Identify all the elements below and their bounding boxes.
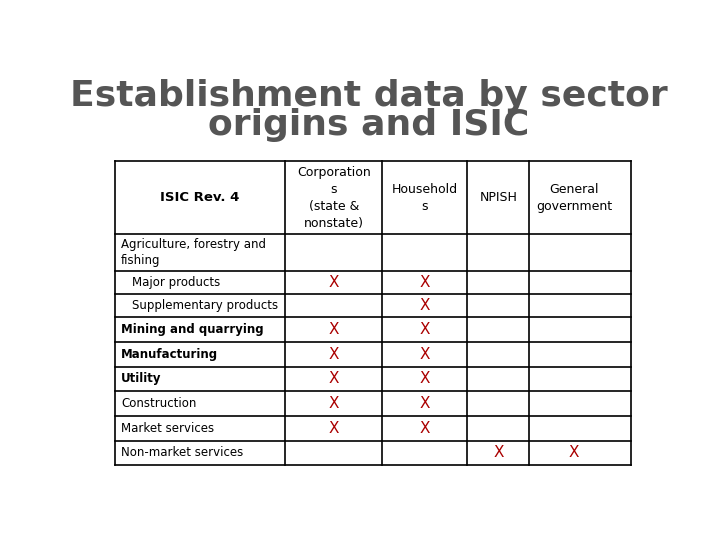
Text: X: X — [328, 396, 339, 411]
Text: Corporation
s
(state &
nonstate): Corporation s (state & nonstate) — [297, 166, 371, 230]
Text: X: X — [420, 347, 430, 362]
Text: X: X — [328, 347, 339, 362]
Text: Non-market services: Non-market services — [121, 447, 243, 460]
Text: Market services: Market services — [121, 422, 214, 435]
Text: NPISH: NPISH — [480, 191, 518, 204]
Text: Major products: Major products — [132, 276, 220, 289]
Text: Supplementary products: Supplementary products — [132, 299, 278, 312]
Text: X: X — [328, 275, 339, 290]
Text: ISIC Rev. 4: ISIC Rev. 4 — [161, 191, 240, 204]
Text: origins and ISIC: origins and ISIC — [208, 108, 530, 142]
Text: X: X — [420, 322, 430, 337]
Text: General
government: General government — [536, 183, 612, 213]
Text: Household
s: Household s — [392, 183, 458, 213]
Text: Agriculture, forestry and
fishing: Agriculture, forestry and fishing — [121, 238, 266, 267]
Text: X: X — [493, 446, 504, 461]
Text: X: X — [328, 322, 339, 337]
Text: X: X — [420, 372, 430, 387]
Text: X: X — [420, 396, 430, 411]
Text: X: X — [328, 421, 339, 436]
Text: Manufacturing: Manufacturing — [121, 348, 218, 361]
Text: Construction: Construction — [121, 397, 197, 410]
Text: X: X — [420, 421, 430, 436]
Text: X: X — [420, 275, 430, 290]
Text: Mining and quarrying: Mining and quarrying — [121, 323, 264, 336]
Text: X: X — [420, 298, 430, 313]
Text: X: X — [569, 446, 579, 461]
Text: X: X — [328, 372, 339, 387]
Text: Utility: Utility — [121, 373, 161, 386]
Text: Establishment data by sector: Establishment data by sector — [70, 79, 668, 113]
